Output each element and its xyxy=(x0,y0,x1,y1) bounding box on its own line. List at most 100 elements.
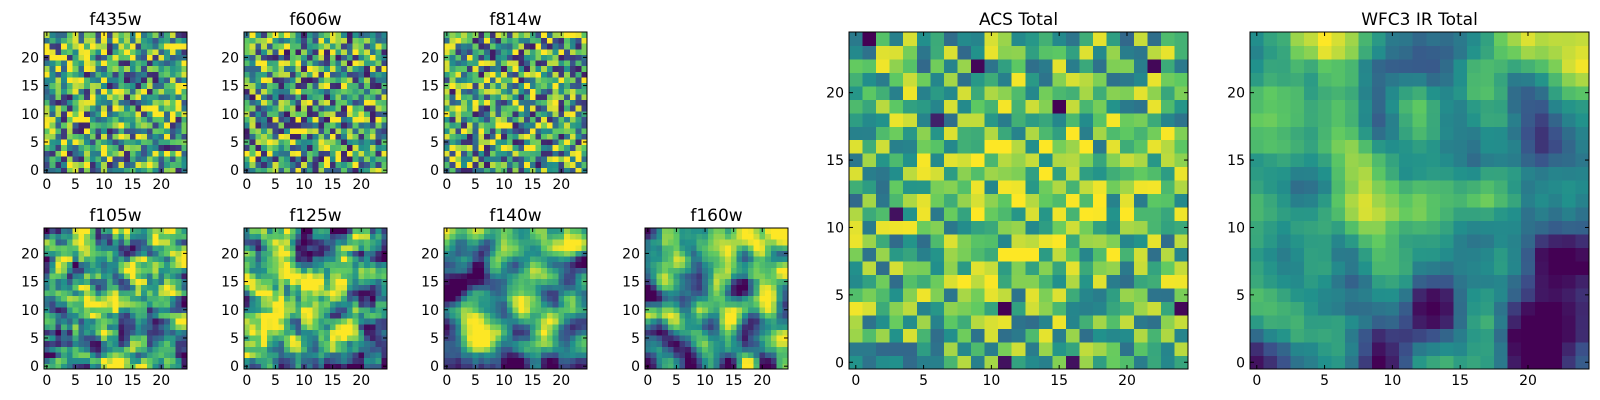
heatmap-cell xyxy=(506,156,514,163)
heatmap-cell xyxy=(506,94,514,101)
heatmap-cell xyxy=(312,71,319,78)
heatmap-cell xyxy=(478,48,485,55)
heatmap-cell xyxy=(759,278,766,285)
heatmap-cell xyxy=(272,37,279,44)
heatmap-cell xyxy=(381,32,388,39)
heatmap-cell xyxy=(541,99,548,106)
heatmap-cell xyxy=(770,278,777,285)
heatmap-cell xyxy=(306,133,314,140)
heatmap-cell xyxy=(529,65,536,72)
heatmap-cell xyxy=(1133,274,1148,289)
x-tick-label: 0 xyxy=(242,177,251,193)
heatmap-cell xyxy=(1011,328,1026,343)
heatmap-cell xyxy=(272,233,279,240)
heatmap-cell xyxy=(261,357,268,364)
heatmap-cell xyxy=(656,256,663,263)
heatmap-cell xyxy=(375,312,382,319)
heatmap-cell xyxy=(478,144,485,151)
heatmap-cell xyxy=(484,261,491,268)
heatmap-cell xyxy=(255,94,262,101)
heatmap-cell xyxy=(324,323,331,330)
heatmap-cell xyxy=(862,207,877,222)
heatmap-cell xyxy=(89,244,96,251)
heatmap-cell xyxy=(512,37,519,44)
heatmap-cell xyxy=(506,161,514,168)
heatmap-cell xyxy=(146,110,154,117)
heatmap-cell xyxy=(284,335,291,342)
heatmap-cell xyxy=(101,267,108,274)
heatmap-cell xyxy=(381,295,388,302)
heatmap-cell xyxy=(266,122,273,129)
heatmap-cell xyxy=(255,122,262,129)
heatmap-cell xyxy=(49,43,56,50)
heatmap-cell xyxy=(943,261,958,276)
heatmap-cell xyxy=(312,261,319,268)
heatmap-cell xyxy=(164,323,171,330)
heatmap-cell xyxy=(266,306,273,313)
heatmap-cell xyxy=(1120,247,1135,262)
heatmap-cell xyxy=(129,60,136,67)
heatmap-cell xyxy=(175,167,182,174)
heatmap-cell xyxy=(478,363,485,370)
heatmap-cell xyxy=(1052,220,1067,235)
heatmap-cell xyxy=(1025,220,1040,235)
heatmap-cell xyxy=(957,355,972,370)
heatmap-cell xyxy=(112,105,119,112)
heatmap-cell xyxy=(369,323,376,330)
heatmap-cell xyxy=(535,278,542,285)
heatmap-cell xyxy=(381,323,388,330)
heatmap-cell xyxy=(719,323,726,330)
heatmap-cell xyxy=(1174,315,1189,329)
heatmap-cell xyxy=(461,54,468,61)
heatmap-cell xyxy=(181,267,188,274)
heatmap-cell xyxy=(730,261,737,268)
heatmap-cell xyxy=(472,267,479,274)
heatmap-cell xyxy=(124,261,131,268)
heatmap-cell xyxy=(541,139,548,146)
heatmap-cell xyxy=(702,244,709,251)
heatmap-cell xyxy=(575,295,582,302)
heatmap-cell xyxy=(702,261,709,268)
heatmap-cell xyxy=(466,284,473,291)
heatmap-cell xyxy=(707,273,715,280)
heatmap-cell xyxy=(736,323,743,330)
heatmap-cell xyxy=(341,228,348,235)
heatmap-cell xyxy=(278,65,285,72)
heatmap-cell xyxy=(358,88,365,95)
heatmap-cell xyxy=(49,144,56,151)
heatmap-cell xyxy=(181,127,188,134)
heatmap-cell xyxy=(324,295,331,302)
heatmap-cell xyxy=(129,116,136,123)
heatmap-cell xyxy=(449,290,456,297)
heatmap-cell xyxy=(489,346,496,353)
heatmap-cell xyxy=(301,318,308,325)
heatmap-cell xyxy=(84,161,91,168)
heatmap-cell xyxy=(455,122,462,129)
heatmap-cell xyxy=(61,167,68,174)
heatmap-cell xyxy=(529,139,536,146)
heatmap-cell xyxy=(930,355,945,370)
heatmap-cell xyxy=(575,335,582,342)
heatmap-cell xyxy=(512,144,519,151)
heatmap-cell xyxy=(512,110,519,117)
heatmap-cell xyxy=(575,54,582,61)
heatmap-cell xyxy=(524,301,531,308)
heatmap-cell xyxy=(95,256,102,263)
heatmap-cell xyxy=(862,180,877,195)
heatmap-cell xyxy=(1065,207,1080,222)
heatmap-cell xyxy=(690,346,697,353)
heatmap-cell xyxy=(358,329,365,336)
heatmap-cell xyxy=(564,323,571,330)
heatmap-cell xyxy=(106,250,114,257)
heatmap-cell xyxy=(284,346,291,353)
heatmap-cell xyxy=(569,244,576,251)
heatmap-cell xyxy=(306,335,314,342)
heatmap-cell xyxy=(89,301,96,308)
heatmap-cell xyxy=(152,273,159,280)
heatmap-cell xyxy=(66,278,73,285)
heatmap-cell xyxy=(930,315,945,329)
heatmap-cell xyxy=(518,133,525,140)
heatmap-cell xyxy=(449,256,456,263)
heatmap-cell xyxy=(89,312,96,319)
heatmap-cell xyxy=(164,273,171,280)
